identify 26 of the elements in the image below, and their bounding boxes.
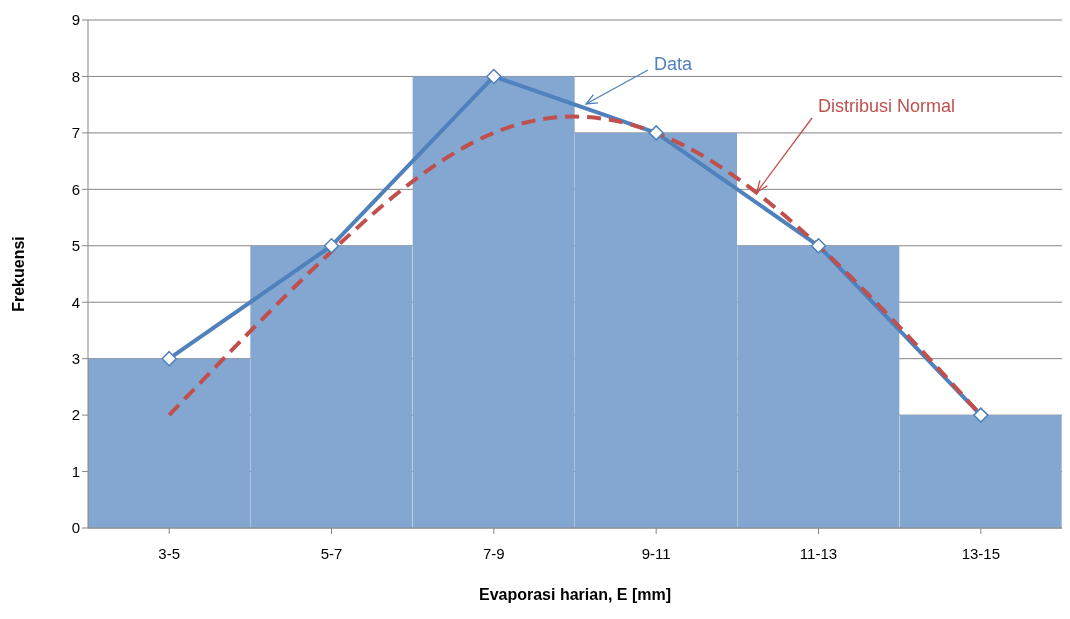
y-tick-label: 0 bbox=[71, 519, 80, 537]
point bbox=[323, 238, 340, 254]
x-tick-label: 9-11 bbox=[641, 544, 671, 562]
y-tick-label: 4 bbox=[71, 293, 80, 311]
x-tick-label: 13-15 bbox=[961, 544, 1001, 562]
y-tick-label: 9 bbox=[71, 11, 80, 29]
y-tick-label: 3 bbox=[71, 349, 80, 367]
x-tick-label: 5-7 bbox=[320, 544, 343, 562]
y-tick-label: 1 bbox=[71, 462, 80, 480]
x-tick-label: 7-9 bbox=[482, 544, 505, 562]
x-tick-label: 3-5 bbox=[158, 544, 181, 562]
point bbox=[161, 350, 177, 367]
y-axis-title: Frekuensi bbox=[9, 236, 27, 312]
point bbox=[486, 68, 502, 85]
y-tick-label: 6 bbox=[71, 180, 80, 198]
y-tick-label: 7 bbox=[71, 124, 80, 142]
y-tick-label: 2 bbox=[71, 406, 80, 424]
x-axis-title: Evaporasi harian, E [mm] bbox=[478, 586, 672, 603]
point bbox=[810, 238, 827, 254]
x-tick-label: 11-13 bbox=[799, 544, 838, 562]
point bbox=[973, 407, 989, 423]
y-tick-label: 5 bbox=[71, 237, 80, 255]
y-tick-label: 8 bbox=[71, 67, 80, 85]
text: Data bbox=[654, 54, 694, 74]
text: Distribusi Normal bbox=[818, 96, 956, 116]
point bbox=[648, 125, 664, 141]
